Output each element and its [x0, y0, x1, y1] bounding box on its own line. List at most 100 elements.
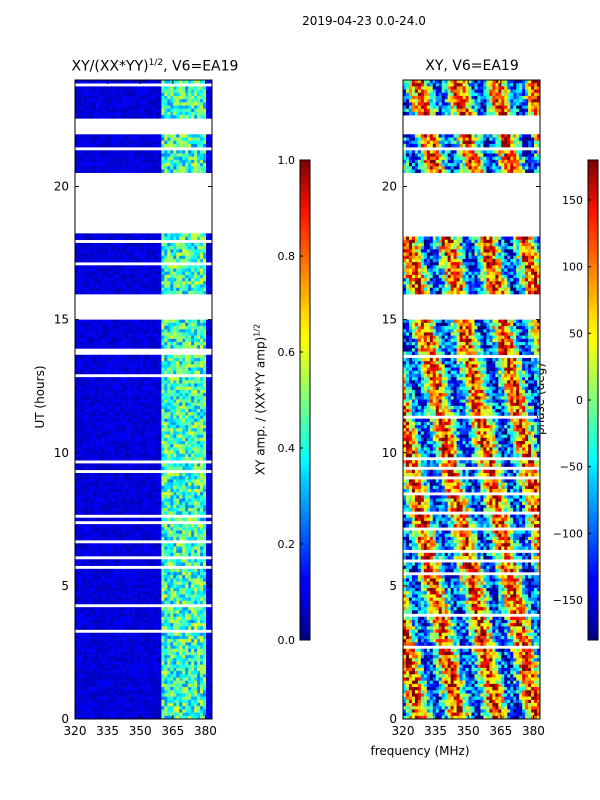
heatmap-cell: [125, 389, 129, 394]
heatmap-cell: [131, 511, 135, 515]
heatmap-cell: [134, 524, 138, 528]
heatmap-cell: [164, 450, 168, 455]
heatmap-cell: [80, 367, 85, 372]
heatmap-cell: [152, 319, 156, 324]
heatmap-cell: [104, 159, 109, 164]
heatmap-cell: [140, 527, 144, 531]
heatmap-cell: [89, 265, 94, 269]
heatmap-cell: [158, 389, 162, 394]
heatmap-cell: [161, 345, 165, 349]
heatmap-cell: [98, 450, 103, 455]
heatmap-cell: [164, 236, 168, 241]
heatmap-cell: [173, 511, 177, 515]
heatmap-cell: [152, 99, 156, 103]
heatmap-cell: [149, 447, 153, 451]
heatmap-cell: [75, 357, 79, 362]
heatmap-cell: [194, 278, 198, 282]
heatmap-cell: [200, 281, 204, 285]
heatmap-cell: [77, 290, 82, 295]
heatmap-cell: [170, 95, 174, 100]
heatmap-cell: [158, 290, 162, 295]
heatmap-cell: [134, 418, 138, 423]
heatmap-cell: [209, 444, 213, 448]
heatmap-cell: [176, 252, 180, 257]
heatmap-cell: [101, 428, 106, 432]
heatmap-cell: [188, 530, 192, 534]
heatmap-cell: [167, 357, 171, 362]
heatmap-cell: [80, 434, 85, 439]
heatmap-cell: [77, 332, 82, 336]
heatmap-cell: [188, 482, 192, 487]
heatmap-cell: [188, 549, 192, 554]
heatmap-cell: [119, 380, 123, 384]
heatmap-cell: [113, 568, 117, 573]
heatmap-cell: [122, 329, 126, 333]
heatmap-cell: [122, 559, 126, 563]
heatmap-cell: [146, 405, 150, 410]
heatmap-cell: [140, 495, 144, 499]
heatmap-cell: [107, 517, 112, 522]
heatmap-cell: [89, 281, 94, 285]
heatmap-cell: [173, 476, 177, 480]
heatmap-cell: [131, 255, 135, 260]
heatmap-cell: [113, 527, 117, 531]
heatmap-cell: [119, 271, 123, 276]
heatmap-cell: [170, 492, 174, 496]
heatmap-cell: [185, 479, 189, 483]
heatmap-cell: [104, 568, 109, 573]
heatmap-cell: [191, 329, 195, 333]
heatmap-cell: [86, 89, 91, 94]
heatmap-cell: [158, 322, 162, 327]
heatmap-cell: [200, 140, 204, 145]
heatmap-cell: [179, 287, 183, 292]
heatmap-cell: [152, 444, 156, 448]
heatmap-cell: [140, 428, 144, 432]
heatmap-cell: [149, 102, 153, 106]
heatmap-cell: [143, 482, 147, 487]
heatmap-cell: [75, 287, 79, 292]
heatmap-cell: [122, 367, 126, 372]
heatmap-cell: [152, 380, 156, 384]
heatmap-cell: [152, 156, 156, 161]
heatmap-cell: [95, 517, 100, 522]
heatmap-cell: [113, 274, 117, 279]
heatmap-cell: [149, 322, 153, 327]
heatmap-cell: [80, 501, 85, 506]
heatmap-cell: [173, 399, 177, 403]
heatmap-cell: [128, 393, 132, 397]
heatmap-cell: [164, 444, 168, 448]
heatmap-cell: [167, 504, 171, 509]
heatmap-cell: [161, 389, 165, 394]
heatmap-cell: [83, 258, 88, 263]
heatmap-cell: [137, 441, 141, 445]
heatmap-cell: [200, 383, 204, 388]
heatmap-cell: [101, 562, 106, 566]
heatmap-cell: [167, 498, 171, 503]
heatmap-cell: [173, 466, 177, 471]
heatmap-cell: [200, 322, 204, 327]
heatmap-cell: [98, 543, 103, 547]
heatmap-cell: [179, 319, 183, 324]
heatmap-cell: [155, 425, 159, 429]
heatmap-cell: [173, 402, 177, 407]
heatmap-cell: [188, 485, 192, 490]
heatmap-cell: [164, 399, 168, 403]
heatmap-cell: [125, 479, 129, 483]
heatmap-cell: [155, 268, 159, 272]
heatmap-cell: [128, 246, 132, 250]
heatmap-cell: [95, 258, 100, 263]
heatmap-cell: [122, 322, 126, 327]
heatmap-cell: [158, 444, 162, 448]
heatmap-cell: [104, 345, 109, 349]
heatmap-cell: [149, 367, 153, 372]
heatmap-cell: [137, 402, 141, 407]
heatmap-cell: [86, 169, 91, 173]
heatmap-cell: [110, 268, 115, 272]
heatmap-cell: [170, 99, 174, 103]
heatmap-cell: [197, 242, 201, 247]
heatmap-cell: [188, 326, 192, 330]
heatmap-cell: [101, 341, 106, 346]
heatmap-cell: [113, 447, 117, 451]
heatmap-cell: [119, 572, 123, 576]
heatmap-cell: [89, 163, 94, 167]
